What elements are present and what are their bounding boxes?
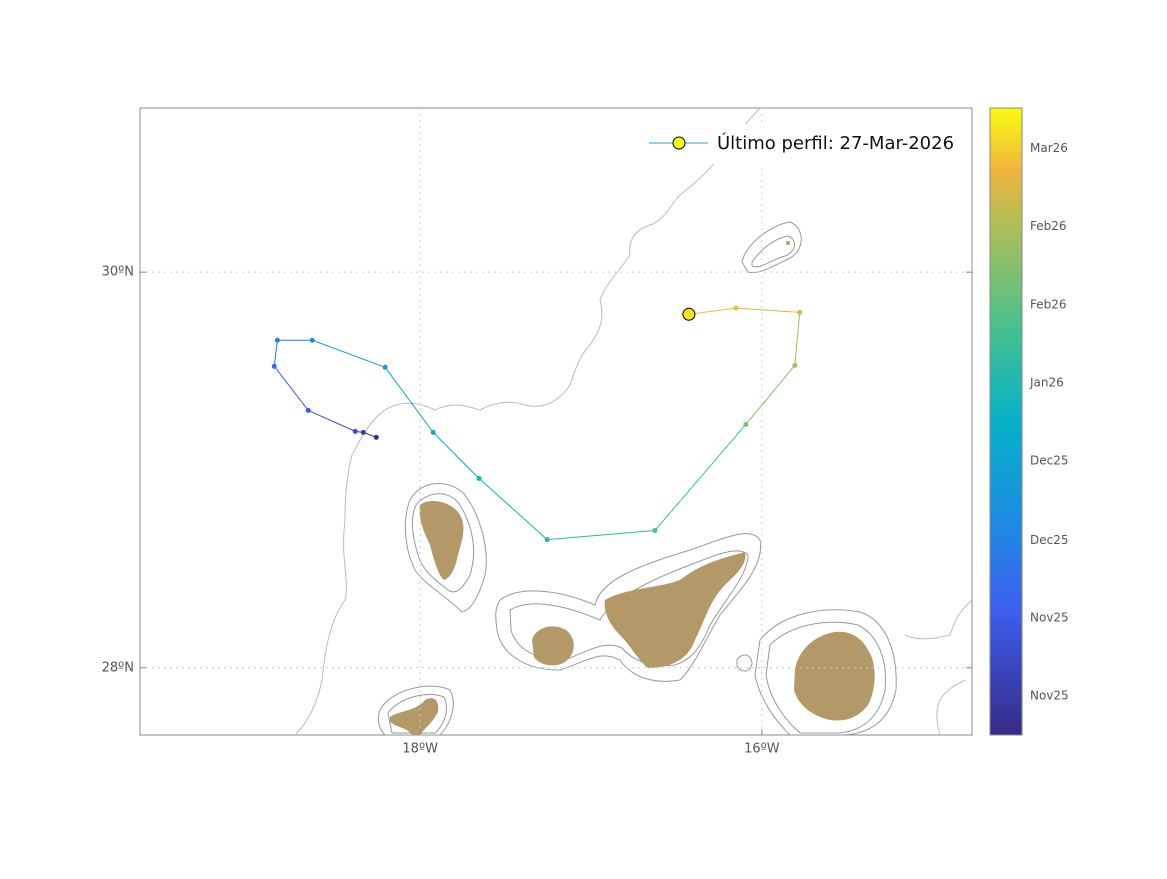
profile-point bbox=[743, 421, 749, 427]
grid: 18ºW 16ºW 28ºN 30ºN Nov25 Nov25 Dec25 Dec25 Jan2… bbox=[102, 108, 1069, 757]
track-segment bbox=[547, 529, 655, 541]
colorbar-label: Feb26 bbox=[1030, 219, 1067, 233]
colorbar-label: Dec25 bbox=[1030, 533, 1069, 547]
track-segment bbox=[273, 366, 309, 411]
track-segment bbox=[735, 307, 800, 313]
profile-point bbox=[352, 428, 358, 434]
profile-point bbox=[792, 362, 798, 368]
track-segment bbox=[794, 312, 801, 366]
profile-point bbox=[373, 434, 379, 440]
profile-point bbox=[544, 537, 550, 543]
legend-marker bbox=[672, 136, 686, 150]
legend: Último perfil: 27-Mar-2026 bbox=[640, 124, 958, 164]
bathymetry bbox=[294, 108, 972, 735]
colorbar-label: Jan26 bbox=[1029, 375, 1064, 389]
colorbar-label: Nov25 bbox=[1030, 611, 1069, 625]
track-segment bbox=[745, 365, 796, 425]
track bbox=[271, 305, 803, 543]
profile-point bbox=[309, 337, 315, 343]
track-segment bbox=[308, 409, 356, 432]
track-segment bbox=[312, 339, 386, 368]
track-segment bbox=[654, 424, 747, 531]
profile-point bbox=[797, 309, 803, 315]
last-profile bbox=[682, 307, 696, 321]
colorbar-label: Mar26 bbox=[1030, 141, 1068, 155]
profile-point bbox=[271, 363, 277, 369]
profile-point bbox=[733, 305, 739, 311]
profile-point bbox=[652, 527, 658, 533]
profile-point bbox=[476, 475, 482, 481]
track-segment bbox=[688, 307, 736, 315]
islands bbox=[390, 241, 875, 735]
y-tick-label: 30ºN bbox=[102, 265, 134, 280]
track-segment bbox=[478, 478, 548, 540]
colorbar bbox=[989, 107, 1023, 736]
colorbar-label: Feb26 bbox=[1030, 298, 1067, 312]
legend-text: Último perfil: 27-Mar-2026 bbox=[717, 132, 954, 154]
profile-point bbox=[382, 364, 388, 370]
profile-point bbox=[360, 429, 366, 435]
x-tick-label: 16ºW bbox=[744, 742, 780, 757]
track-segment bbox=[432, 432, 480, 479]
profile-point bbox=[430, 429, 436, 435]
legend-box bbox=[640, 124, 958, 164]
track-segment bbox=[273, 340, 278, 367]
profile-point bbox=[274, 337, 280, 343]
x-tick-label: 18ºW bbox=[402, 742, 438, 757]
track-segment bbox=[384, 367, 434, 433]
colorbar-label: Dec25 bbox=[1030, 454, 1069, 468]
colorbar-label: Nov25 bbox=[1030, 688, 1069, 702]
profile-point bbox=[305, 407, 311, 413]
y-tick-label: 28ºN bbox=[102, 660, 134, 675]
